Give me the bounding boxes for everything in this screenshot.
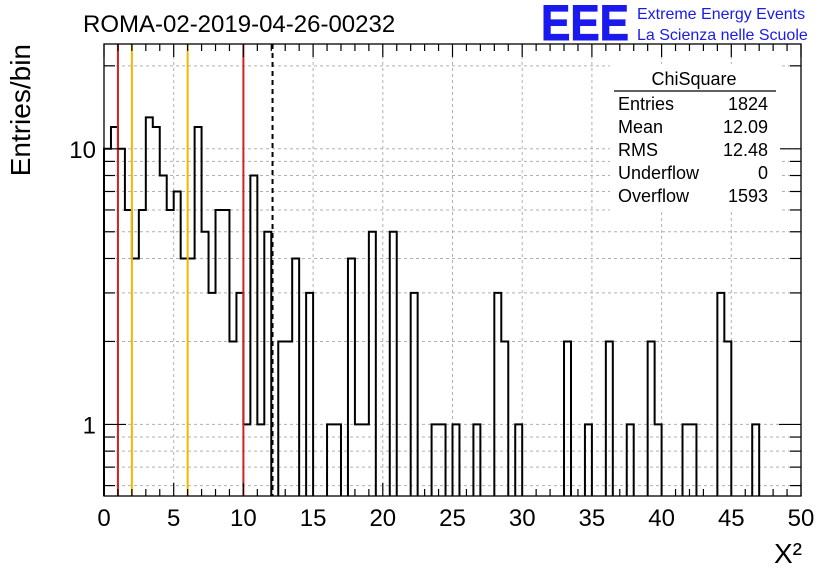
x-tick-label: 15 xyxy=(300,505,327,532)
x-axis-label: X² xyxy=(774,538,802,569)
x-tick-label: 25 xyxy=(439,505,466,532)
logo-line2: La Scienza nelle Scuole xyxy=(637,27,808,44)
x-tick-label: 10 xyxy=(230,505,257,532)
x-tick-label: 20 xyxy=(369,505,396,532)
stats-background xyxy=(610,64,780,212)
stats-value-overflow: 1593 xyxy=(728,186,768,206)
stats-value-rms: 12.48 xyxy=(723,140,768,160)
y-tick-labels: 1 10 xyxy=(69,137,96,440)
stats-label-entries: Entries xyxy=(618,94,674,114)
x-tick-label: 40 xyxy=(648,505,675,532)
x-tick-label: 0 xyxy=(97,505,110,532)
y-axis-label: Entries/bin xyxy=(5,44,36,176)
stats-label-overflow: Overflow xyxy=(618,186,690,206)
histogram-bars xyxy=(103,116,761,496)
stats-value-mean: 12.09 xyxy=(723,117,768,137)
stats-label-underflow: Underflow xyxy=(618,163,700,183)
logo-line1: Extreme Energy Events xyxy=(637,6,805,23)
x-tick-label: 50 xyxy=(788,505,815,532)
x-tick-labels: 0 5 10 15 20 25 30 35 40 45 50 xyxy=(97,505,814,532)
chart-title: ROMA-02-2019-04-26-00232 xyxy=(83,11,395,38)
marker-lines xyxy=(116,44,274,496)
x-tick-label: 5 xyxy=(167,505,180,532)
x-tick-label: 30 xyxy=(509,505,536,532)
x-tick-label: 35 xyxy=(579,505,606,532)
stats-box: ChiSquare Entries 1824 Mean 12.09 RMS 12… xyxy=(610,64,780,212)
y-tick-label: 10 xyxy=(69,137,96,164)
stats-label-mean: Mean xyxy=(618,117,663,137)
logo-mark: EEE xyxy=(541,0,629,51)
x-tick-label: 45 xyxy=(718,505,745,532)
eee-logo: EEE Extreme Energy Events La Scienza nel… xyxy=(541,0,808,52)
stats-value-underflow: 0 xyxy=(758,163,768,183)
axis-ticks xyxy=(103,44,802,496)
stats-title: ChiSquare xyxy=(651,69,736,89)
stats-label-rms: RMS xyxy=(618,140,658,160)
stats-value-entries: 1824 xyxy=(728,94,768,114)
histogram-line xyxy=(103,116,761,496)
y-tick-label: 1 xyxy=(83,412,96,439)
